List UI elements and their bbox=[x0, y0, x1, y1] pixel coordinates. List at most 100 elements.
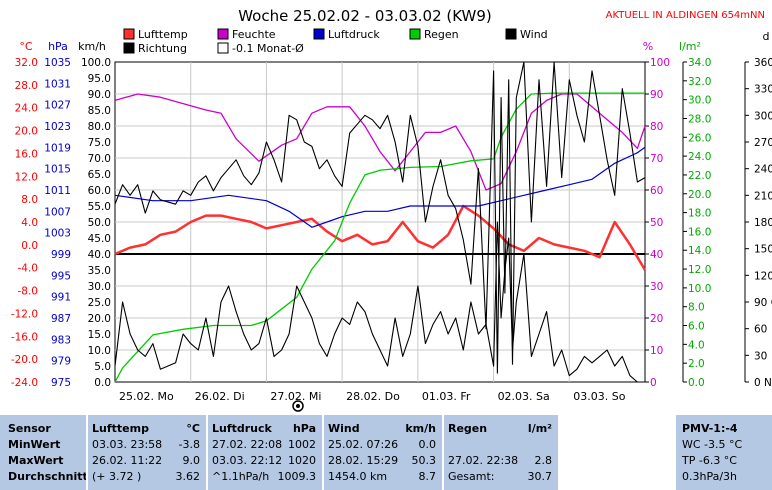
dir-axis-tick: 300 bbox=[754, 110, 772, 122]
chart-title: Woche 25.02.02 - 03.03.02 (KW9) bbox=[238, 7, 492, 25]
wind-axis-tick: 80.0 bbox=[88, 121, 111, 133]
spacer-block bbox=[560, 415, 674, 490]
rain-axis-tick: 4.0 bbox=[688, 339, 705, 351]
rain-axis-tick: 2.0 bbox=[688, 358, 705, 370]
press-axis-tick: 1015 bbox=[44, 164, 71, 176]
pmv-dewpoint: TP -6.3 °C bbox=[682, 454, 737, 467]
wind-axis-tick: 100.0 bbox=[81, 57, 111, 69]
x-tick-label: 28.02. Do bbox=[346, 390, 400, 403]
legend-label-1: Feuchte bbox=[232, 28, 276, 41]
rain-total-label: Gesamt: bbox=[448, 470, 495, 483]
legend-swatch-5 bbox=[123, 42, 135, 54]
sensor-header: Sensor bbox=[8, 422, 51, 435]
wind-axis-tick: 35.0 bbox=[88, 265, 111, 277]
rain-axis-tick: 30.0 bbox=[688, 95, 711, 107]
rain-axis-tick: 14.0 bbox=[688, 245, 711, 257]
temp-axis-tick: 32.0 bbox=[15, 57, 38, 69]
dir-axis-tick: 270 W bbox=[754, 137, 772, 149]
press-axis-tick: 991 bbox=[51, 292, 71, 304]
legend-swatch-4 bbox=[505, 28, 517, 40]
temp-axis-tick: 4.0 bbox=[21, 217, 38, 229]
temp-axis-tick: 8.0 bbox=[21, 194, 38, 206]
temp-axis-tick: 12.0 bbox=[15, 171, 38, 183]
x-tick-label: 25.02. Mo bbox=[119, 390, 174, 403]
wind-axis-tick: 85.0 bbox=[88, 105, 111, 117]
temp-header: Lufttemp bbox=[92, 422, 149, 435]
rain-axis-tick: 34.0 bbox=[688, 57, 711, 69]
rain-block: Regen l/m² 27.02. 22:38 2.8 Gesamt: 30.7 bbox=[444, 415, 556, 490]
rain-axis-tick: 10.0 bbox=[688, 283, 711, 295]
press-axis-tick: 979 bbox=[51, 356, 71, 368]
dir-axis-tick: 180 S bbox=[754, 217, 772, 229]
hum-axis-tick: 70 bbox=[650, 153, 663, 165]
hum-axis-tick: 40 bbox=[650, 249, 663, 261]
rain-axis-tick: 18.0 bbox=[688, 208, 711, 220]
x-tick-label: 03.03. So bbox=[573, 390, 625, 403]
current-location-label: AKTUELL IN ALDINGEN 654mNN bbox=[606, 10, 765, 21]
temp-axis-tick: 28.0 bbox=[15, 80, 38, 92]
temp-block: Lufttemp °C 03.03. 23:58 -3.8 26.02. 11:22… bbox=[88, 415, 204, 490]
hum-axis-tick: 100 bbox=[650, 57, 670, 69]
wind-axis-tick: 15.0 bbox=[88, 329, 111, 341]
wind-axis-tick: 95.0 bbox=[88, 73, 111, 85]
wind-axis-tick: 25.0 bbox=[88, 297, 111, 309]
wind-axis-tick: 90.0 bbox=[88, 89, 111, 101]
row-label-max: MaxWert bbox=[8, 454, 64, 467]
rain-axis-tick: 12.0 bbox=[688, 264, 711, 276]
press-axis-tick: 1003 bbox=[44, 228, 71, 240]
press-axis-tick: 1007 bbox=[44, 206, 71, 218]
x-tick-label: 26.02. Di bbox=[195, 390, 245, 403]
hum-axis-tick: 50 bbox=[650, 217, 663, 229]
dir-axis-tick: 90 O bbox=[754, 297, 772, 309]
pmv-block: PMV-1:-4 WC -3.5 °C TP -6.3 °C 0.3hPa/3h bbox=[676, 415, 772, 490]
x-tick-label: 01.03. Fr bbox=[422, 390, 471, 403]
wind-axis-tick: 65.0 bbox=[88, 169, 111, 181]
legend-swatch-3 bbox=[409, 28, 421, 40]
temp-avg-value: 3.62 bbox=[175, 470, 201, 483]
wind-block: Wind km/h 25.02. 07:26 0.0 28.02. 15:29 50.… bbox=[324, 415, 440, 490]
temp-axis-tick: 0.0 bbox=[21, 240, 38, 252]
axis-unit-labels: °C hPa km/h % l/m² d bbox=[19, 30, 769, 53]
dir-axis-tick: 210 bbox=[754, 190, 772, 202]
temp-unit-header: °C bbox=[186, 422, 200, 435]
series-regen-line bbox=[114, 92, 645, 383]
wind-min-value: 0.0 bbox=[418, 438, 437, 451]
press-axis-tick: 975 bbox=[51, 377, 71, 389]
axes: 32.0 28.0 24.0 20.0 16.0 12.0 8.0 4.0 0.0 -4.0 -8.… bbox=[11, 57, 772, 403]
rain-axis-tick: 24.0 bbox=[688, 151, 711, 163]
press-axis-tick: 1019 bbox=[44, 142, 71, 154]
rain-total-value: 30.7 bbox=[527, 470, 553, 483]
legend-label-2: Luftdruck bbox=[328, 28, 380, 41]
dir-axis-tick: 120 bbox=[754, 270, 772, 282]
wind-max-time: 28.02. 15:29 bbox=[328, 454, 399, 467]
series-wind-line bbox=[114, 221, 645, 383]
series-lufttemp-line bbox=[114, 204, 647, 271]
press-axis-tick: 1031 bbox=[44, 78, 71, 90]
temp-axis-tick: -20.0 bbox=[11, 354, 38, 366]
press-axis-tick: 1035 bbox=[44, 57, 71, 69]
row-label-avg: Durchschnitt bbox=[8, 470, 88, 483]
dir-unit: d bbox=[763, 30, 770, 43]
dir-axis-tick: 0 N bbox=[754, 377, 772, 389]
hum-axis-tick: 30 bbox=[650, 281, 663, 293]
rain-max-value: 2.8 bbox=[534, 454, 553, 467]
wind-axis-tick: 75.0 bbox=[88, 137, 111, 149]
rain-unit: l/m² bbox=[679, 40, 701, 53]
temp-min-time: 03.03. 23:58 bbox=[92, 438, 163, 451]
legend-label-5: Richtung bbox=[138, 42, 187, 55]
wind-axis-tick: 10.0 bbox=[88, 345, 111, 357]
sensor-block: Sensor MinWert MaxWert Durchschnitt bbox=[0, 415, 88, 490]
temp-axis-tick: -12.0 bbox=[11, 308, 38, 320]
wind-unit-header: km/h bbox=[405, 422, 436, 435]
dir-axis-tick: 240 bbox=[754, 164, 772, 176]
series-richtung-line bbox=[114, 61, 646, 374]
press-avg-value: 1009.3 bbox=[277, 470, 317, 483]
temp-unit: °C bbox=[19, 40, 33, 53]
temp-min-value: -3.8 bbox=[178, 438, 200, 451]
hum-unit: % bbox=[643, 40, 653, 53]
temp-axis-tick: -16.0 bbox=[11, 331, 38, 343]
legend-label-3: Regen bbox=[424, 28, 459, 41]
rain-header: Regen bbox=[448, 422, 488, 435]
wind-axis-tick: 45.0 bbox=[88, 233, 111, 245]
pmv-press-trend: 0.3hPa/3h bbox=[682, 470, 738, 483]
